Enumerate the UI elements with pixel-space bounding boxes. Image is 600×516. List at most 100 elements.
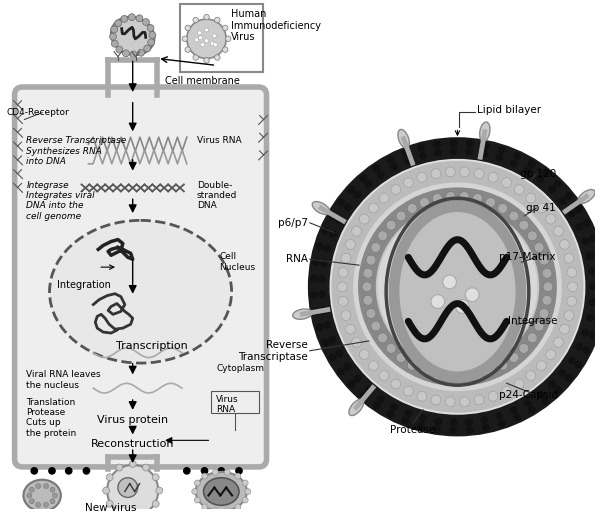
Circle shape <box>404 156 412 164</box>
Text: New virus: New virus <box>85 503 137 513</box>
Circle shape <box>366 309 376 318</box>
Circle shape <box>223 47 228 52</box>
Circle shape <box>50 487 55 492</box>
Circle shape <box>568 282 578 292</box>
Text: Double-
stranded
DNA: Double- stranded DNA <box>197 181 237 211</box>
Circle shape <box>36 483 41 489</box>
Circle shape <box>564 311 574 320</box>
Circle shape <box>460 167 470 177</box>
Circle shape <box>482 424 490 431</box>
Circle shape <box>152 501 159 507</box>
Circle shape <box>417 172 427 182</box>
Text: gp 41: gp 41 <box>526 203 556 213</box>
Circle shape <box>509 211 519 221</box>
Circle shape <box>218 467 224 474</box>
FancyBboxPatch shape <box>14 87 266 467</box>
Circle shape <box>49 467 55 474</box>
Ellipse shape <box>479 122 490 141</box>
Text: Integrase
Integrates viral
DNA into the
cell genome: Integrase Integrates viral DNA into the … <box>26 181 95 221</box>
Circle shape <box>460 372 469 382</box>
Circle shape <box>31 467 37 474</box>
Circle shape <box>526 370 536 380</box>
Circle shape <box>116 46 123 53</box>
Circle shape <box>36 503 41 507</box>
Circle shape <box>445 167 455 177</box>
Circle shape <box>460 397 470 407</box>
Circle shape <box>143 464 149 471</box>
Circle shape <box>575 343 583 351</box>
Circle shape <box>586 252 593 260</box>
Circle shape <box>204 58 209 63</box>
Circle shape <box>434 149 442 156</box>
Circle shape <box>391 185 401 195</box>
Circle shape <box>496 412 503 420</box>
Circle shape <box>527 231 537 241</box>
Circle shape <box>419 198 430 207</box>
Circle shape <box>215 55 220 60</box>
Circle shape <box>575 223 583 231</box>
Circle shape <box>50 499 55 504</box>
Circle shape <box>320 306 328 314</box>
Text: RNA: RNA <box>286 254 308 264</box>
Circle shape <box>44 503 49 507</box>
Text: CD4-Receptor: CD4-Receptor <box>7 108 70 117</box>
Circle shape <box>431 169 441 179</box>
Circle shape <box>485 366 496 376</box>
Circle shape <box>502 178 511 187</box>
Circle shape <box>559 197 566 205</box>
Circle shape <box>386 220 396 230</box>
Circle shape <box>419 366 430 376</box>
Circle shape <box>534 243 544 252</box>
Circle shape <box>514 185 524 195</box>
Circle shape <box>224 508 230 513</box>
Text: Integration: Integration <box>56 280 110 290</box>
Circle shape <box>341 253 351 263</box>
Circle shape <box>197 31 202 35</box>
Circle shape <box>433 141 441 149</box>
Circle shape <box>560 239 569 249</box>
Circle shape <box>328 212 336 220</box>
Circle shape <box>341 311 351 320</box>
Circle shape <box>379 370 389 380</box>
Circle shape <box>184 467 190 474</box>
Circle shape <box>353 375 361 382</box>
Circle shape <box>338 296 348 306</box>
Text: Reverse Transcriptase
Synthesizes RNA
into DNA: Reverse Transcriptase Synthesizes RNA in… <box>26 136 127 166</box>
Circle shape <box>376 205 539 368</box>
Circle shape <box>498 146 506 154</box>
Text: Viral RNA leaves
the nucleus: Viral RNA leaves the nucleus <box>26 370 101 390</box>
Ellipse shape <box>111 17 154 55</box>
Circle shape <box>106 474 113 481</box>
Circle shape <box>589 235 597 243</box>
Circle shape <box>513 152 521 160</box>
Circle shape <box>312 308 320 315</box>
Circle shape <box>377 395 385 403</box>
Circle shape <box>581 237 589 245</box>
Circle shape <box>353 183 562 391</box>
Bar <box>211 391 259 413</box>
Circle shape <box>514 379 524 389</box>
Text: p6/p7: p6/p7 <box>278 218 308 228</box>
Circle shape <box>365 180 373 188</box>
Circle shape <box>192 489 197 494</box>
Circle shape <box>143 510 149 516</box>
Circle shape <box>564 253 574 263</box>
Circle shape <box>182 36 188 42</box>
Circle shape <box>328 336 337 344</box>
Circle shape <box>106 501 113 507</box>
Circle shape <box>202 467 208 474</box>
Text: Cell membrane: Cell membrane <box>165 76 240 86</box>
Circle shape <box>473 370 482 380</box>
Circle shape <box>377 171 385 179</box>
Circle shape <box>194 497 200 503</box>
Circle shape <box>337 199 345 206</box>
Circle shape <box>223 25 228 31</box>
Circle shape <box>396 352 406 363</box>
Circle shape <box>390 403 398 411</box>
Circle shape <box>116 464 123 471</box>
Ellipse shape <box>203 478 239 505</box>
Circle shape <box>378 333 388 343</box>
Circle shape <box>156 487 163 494</box>
Circle shape <box>129 460 136 467</box>
Circle shape <box>335 350 343 358</box>
